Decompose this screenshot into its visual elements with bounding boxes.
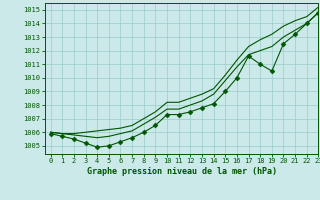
X-axis label: Graphe pression niveau de la mer (hPa): Graphe pression niveau de la mer (hPa)	[87, 167, 276, 176]
